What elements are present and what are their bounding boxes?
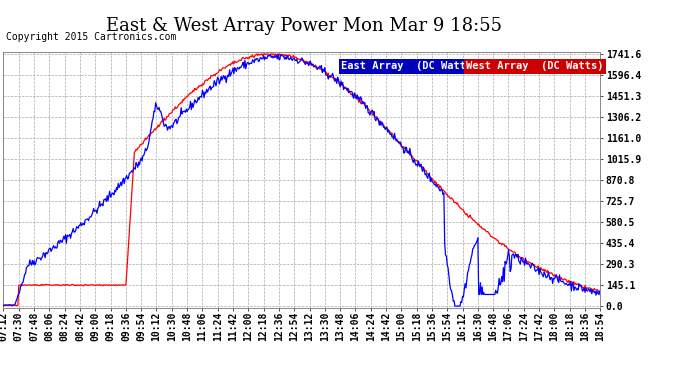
Text: East Array  (DC Watts): East Array (DC Watts): [341, 62, 478, 71]
Text: Copyright 2015 Cartronics.com: Copyright 2015 Cartronics.com: [6, 32, 176, 42]
Text: West Array  (DC Watts): West Array (DC Watts): [466, 62, 604, 71]
Text: East & West Array Power Mon Mar 9 18:55: East & West Array Power Mon Mar 9 18:55: [106, 17, 502, 35]
